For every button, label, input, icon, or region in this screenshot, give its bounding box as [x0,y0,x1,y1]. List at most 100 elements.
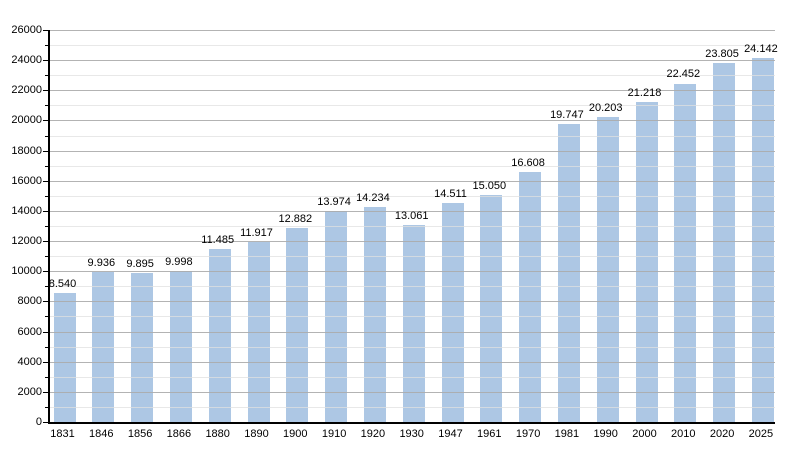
y-axis-tick-mark [43,301,48,303]
y-axis-tick-mark [43,361,48,363]
y-axis-tick-label: 16000 [11,174,42,187]
y-axis-tick-mark [43,210,48,212]
minor-gridline [50,105,775,107]
plot-area [48,30,775,424]
y-axis-minor-tick-mark [45,195,48,197]
major-gridline [50,241,775,243]
y-axis-tick-label: 22000 [11,84,42,97]
y-axis-tick-label: 24000 [11,54,42,67]
y-axis-minor-tick-mark [45,346,48,348]
bar-value-label: 21.218 [627,87,662,100]
x-axis-tick-label: 2010 [671,428,696,440]
y-axis-tick-label: 10000 [11,265,42,278]
x-axis-tick-label: 1981 [554,428,580,440]
major-gridline [50,271,775,273]
bar-value-label: 13.974 [317,196,351,209]
major-gridline [50,180,775,182]
y-axis-minor-tick-mark [45,135,48,137]
major-gridline [50,30,775,31]
bar-value-label: 8.540 [48,278,77,291]
y-axis-tick-label: 14000 [11,204,42,217]
bar-value-label: 14.234 [356,192,390,205]
y-axis-tick-mark [43,60,48,62]
bar-value-label: 24.142 [744,43,778,55]
bar-value-label: 19.747 [550,109,584,122]
bar-1880 [208,248,231,422]
bar-1970 [519,171,542,422]
major-gridline [50,90,775,92]
x-axis-tick-label: 1990 [593,428,618,440]
bar-value-label: 23.805 [705,48,739,61]
y-axis-tick-mark [43,422,48,423]
y-axis-minor-tick-mark [45,376,48,378]
minor-gridline [50,165,775,167]
y-axis-tick-label: 6000 [17,325,42,338]
y-axis-tick-mark [43,391,48,393]
y-axis-tick-label: 12000 [11,235,42,248]
y-axis-tick-mark [43,120,48,122]
x-axis-tick-label: 2025 [748,428,774,440]
y-axis-tick-label: 20000 [11,114,42,127]
bar-1900 [286,227,309,422]
y-axis-minor-tick-mark [45,45,48,47]
minor-gridline [50,226,775,227]
bar-value-label: 14.511 [434,188,467,201]
x-axis-tick-label: 1866 [166,428,192,440]
bar-value-label: 11.485 [201,233,235,246]
minor-gridline [50,75,775,77]
y-axis-minor-tick-mark [45,75,48,77]
bar-2000 [635,102,658,422]
y-axis-minor-tick-mark [45,316,48,318]
x-axis-tick-label: 1920 [360,428,386,440]
y-axis-minor-tick-mark [45,256,48,258]
bar-1961 [480,195,503,422]
y-axis-tick-label: 26000 [11,24,42,36]
bar-value-label: 9.998 [165,256,193,269]
x-axis-tick-label: 1970 [515,428,541,440]
major-gridline [50,210,775,212]
bar-value-label: 9.936 [87,257,116,270]
bar-2020 [713,63,736,422]
minor-gridline [50,135,775,137]
y-axis-tick-mark [43,30,48,31]
y-axis-minor-tick-mark [45,286,48,288]
y-axis-tick-mark [43,331,48,333]
minor-gridline [50,256,775,258]
major-gridline [50,301,775,303]
bar-2025 [751,58,774,422]
y-axis-minor-tick-mark [45,105,48,107]
y-axis-tick-label: 18000 [11,144,42,157]
bar-value-label: 22.452 [666,68,701,81]
minor-gridline [50,406,775,408]
bar-1930 [402,225,425,422]
x-axis-tick-label: 1910 [321,428,347,440]
y-axis-minor-tick-mark [45,226,48,227]
x-axis-tick-label: 2000 [632,428,657,440]
minor-gridline [50,346,775,348]
bar-value-label: 13.061 [394,210,429,223]
x-axis-tick-label: 1961 [477,428,502,440]
bar-value-label: 9.895 [126,257,154,270]
x-axis-tick-label: 2020 [709,428,735,440]
y-axis-tick-label: 4000 [17,355,42,368]
y-axis-tick-mark [43,241,48,243]
bar-value-label: 20.203 [588,102,623,115]
x-axis-tick-label: 1831 [50,428,75,440]
minor-gridline [50,286,775,288]
x-axis-tick-label: 1846 [89,428,114,440]
y-axis-tick-mark [43,180,48,182]
y-axis-tick-label: 2000 [17,385,42,398]
x-axis-tick-label: 1930 [399,428,424,440]
bar-1947 [441,203,464,422]
major-gridline [50,60,775,62]
bar-1920 [363,207,386,422]
y-axis-tick-mark [43,271,48,273]
major-gridline [50,361,775,363]
major-gridline [50,391,775,393]
x-axis-tick-label: 1880 [205,428,230,440]
x-axis-tick-label: 1900 [283,428,308,440]
bar-1831 [53,293,76,422]
bar-2010 [674,83,697,422]
x-axis-tick-label: 1856 [127,428,153,440]
